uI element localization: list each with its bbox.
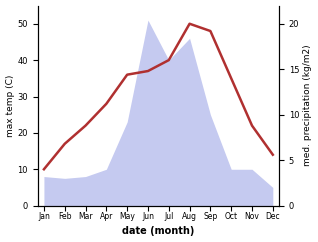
Y-axis label: med. precipitation (kg/m2): med. precipitation (kg/m2) [303, 45, 313, 166]
X-axis label: date (month): date (month) [122, 227, 195, 236]
Y-axis label: max temp (C): max temp (C) [5, 74, 15, 137]
